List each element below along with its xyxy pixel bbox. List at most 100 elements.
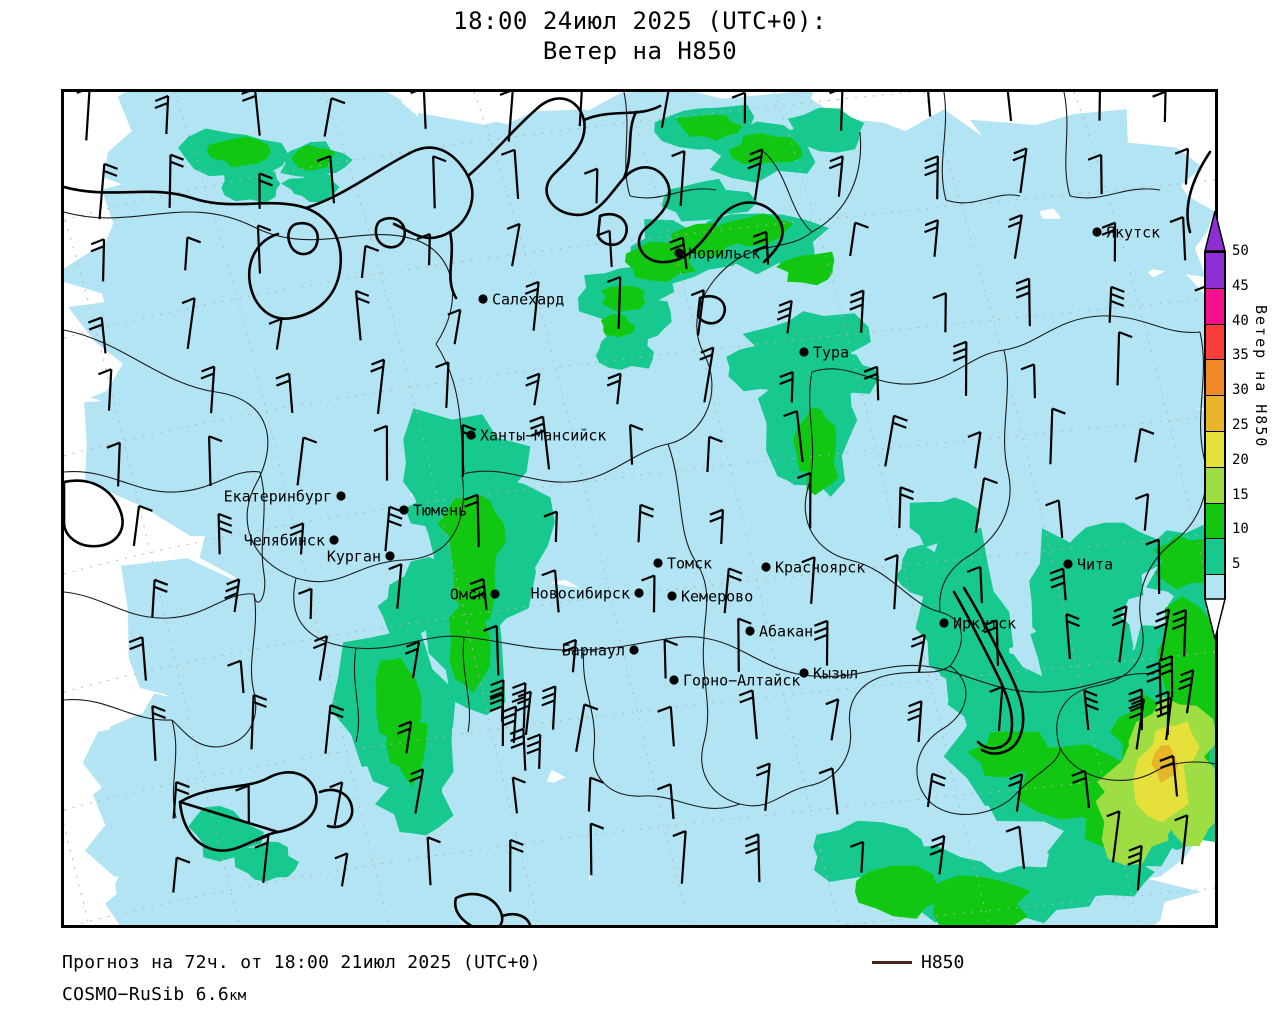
colorbar-segment [1206, 430, 1224, 467]
city-marker[interactable]: Ханты−Мансийск [466, 427, 606, 445]
city-label: Тура [813, 344, 849, 362]
city-dot [629, 645, 639, 655]
city-label: Салехард [492, 291, 564, 309]
city-label: Горно−Алтайск [683, 672, 800, 690]
city-dot [653, 558, 663, 568]
colorbar-segment [1206, 502, 1224, 539]
city-label: Красноярск [775, 559, 865, 577]
colorbar-tick-label: 20 [1232, 451, 1249, 468]
city-label: Абакан [759, 623, 813, 641]
city-marker[interactable]: Якутск [1092, 224, 1160, 242]
city-dot [667, 591, 677, 601]
city-marker[interactable]: Челябинск [244, 532, 339, 550]
city-marker[interactable]: Красноярск [761, 559, 865, 577]
map-frame[interactable]: Якутск Норильск Салехард Тура Ханты−Мансийск… [61, 89, 1218, 928]
city-marker[interactable]: Кызыл [799, 665, 858, 683]
city-label: Якутск [1106, 224, 1160, 242]
city-dot [490, 589, 500, 599]
city-dot [939, 618, 949, 628]
colorbar-tick-label: 30 [1232, 382, 1249, 399]
wind-speed-field [64, 92, 1215, 925]
colorbar-segment [1206, 253, 1224, 288]
city-dot [385, 551, 395, 561]
colorbar-tick-label: 40 [1232, 312, 1249, 329]
city-dot [634, 588, 644, 598]
colorbar-tick-label: 50 [1232, 243, 1249, 259]
colorbar-tick-label: 5 [1232, 556, 1241, 573]
city-marker[interactable]: Тюмень [399, 502, 467, 520]
forecast-info: Прогноз на 72ч. от 18:00 21июл 2025 (UTC… [62, 952, 541, 973]
city-marker[interactable]: Омск [450, 586, 500, 604]
administrative-borders [64, 92, 1215, 819]
city-marker[interactable]: Горно−Алтайск [669, 672, 800, 690]
city-dot [799, 668, 809, 678]
title-parameter: Ветер на H850 [542, 37, 738, 65]
city-marker[interactable]: Норильск [674, 245, 760, 263]
colorbar-segment [1206, 538, 1224, 575]
city-label: Норильск [688, 245, 760, 263]
legend-h850-label: H850 [921, 952, 965, 973]
city-label: Барнаул [562, 642, 625, 660]
colorbar: 50 45 40 35 30 25 20 15 10 5 Ветер на H850 [1200, 205, 1280, 640]
city-markers: Якутск Норильск Салехард Тура Ханты−Мансийск… [224, 224, 1161, 690]
city-marker[interactable]: Екатеринбург [224, 488, 346, 506]
city-label: Иркутск [953, 615, 1016, 633]
city-dot [761, 562, 771, 572]
city-label: Кызыл [813, 665, 858, 683]
city-dot [674, 248, 684, 258]
city-label: Екатеринбург [224, 488, 332, 506]
legend-line-swatch [872, 961, 912, 964]
city-label: Ханты−Мансийск [480, 427, 606, 445]
city-marker[interactable]: Абакан [745, 623, 813, 641]
city-dot [669, 675, 679, 685]
colorbar-tick-label: 25 [1232, 417, 1249, 433]
map-canvas[interactable]: Якутск Норильск Салехард Тура Ханты−Мансийск… [64, 92, 1215, 925]
city-label: Кемерово [681, 588, 753, 606]
city-label: Омск [450, 586, 486, 604]
city-marker[interactable]: Салехард [478, 291, 564, 309]
colorbar-segment [1206, 466, 1224, 503]
colorbar-segment [1206, 323, 1224, 360]
city-marker[interactable]: Курган [327, 548, 395, 566]
city-label: Томск [667, 555, 712, 573]
legend-h850: H850 [872, 952, 964, 973]
colorbar-under-arrow [1204, 598, 1226, 640]
city-dot [1092, 227, 1102, 237]
city-marker[interactable]: Чита [1063, 556, 1113, 574]
colorbar-segment [1206, 395, 1224, 431]
city-marker[interactable]: Тура [799, 344, 849, 362]
city-marker[interactable]: Барнаул [562, 642, 639, 660]
city-dot [478, 294, 488, 304]
city-dot [745, 626, 755, 636]
colorbar-segment [1206, 287, 1224, 324]
city-dot [329, 535, 339, 545]
colorbar-tick-label: 45 [1232, 277, 1249, 294]
city-label: Чита [1077, 556, 1113, 574]
coastline [64, 97, 1212, 925]
city-dot [466, 430, 476, 440]
city-label: Новосибирск [531, 585, 630, 603]
city-dot [1063, 559, 1073, 569]
wind-barbs [76, 92, 1215, 893]
colorbar-axis-title: Ветер на H850 [1252, 305, 1270, 449]
page-title: 18:00 24июл 2025 (UTC+0): Ветер на H850 [0, 6, 1280, 66]
colorbar-over-arrow [1204, 210, 1226, 252]
title-datetime: 18:00 24июл 2025 (UTC+0): [453, 7, 827, 35]
model-name: COSMO−RuSib 6.6 [62, 984, 230, 1005]
city-dot [799, 347, 809, 357]
city-marker[interactable]: Иркутск [939, 615, 1016, 633]
city-dot [336, 491, 346, 501]
city-label: Тюмень [413, 502, 467, 520]
city-dot [399, 505, 409, 515]
colorbar-tick-label: 10 [1232, 521, 1249, 538]
model-info: COSMO−RuSib 6.6км [62, 984, 247, 1005]
colorbar-segment [1206, 359, 1224, 396]
model-unit: км [229, 988, 247, 1004]
colorbar-tick-label: 35 [1232, 347, 1249, 364]
city-marker[interactable]: Томск [653, 555, 712, 573]
colorbar-segments [1204, 251, 1226, 610]
city-marker[interactable]: Кемерово [667, 588, 753, 606]
city-marker[interactable]: Новосибирск [531, 585, 644, 603]
city-label: Челябинск [244, 532, 325, 550]
